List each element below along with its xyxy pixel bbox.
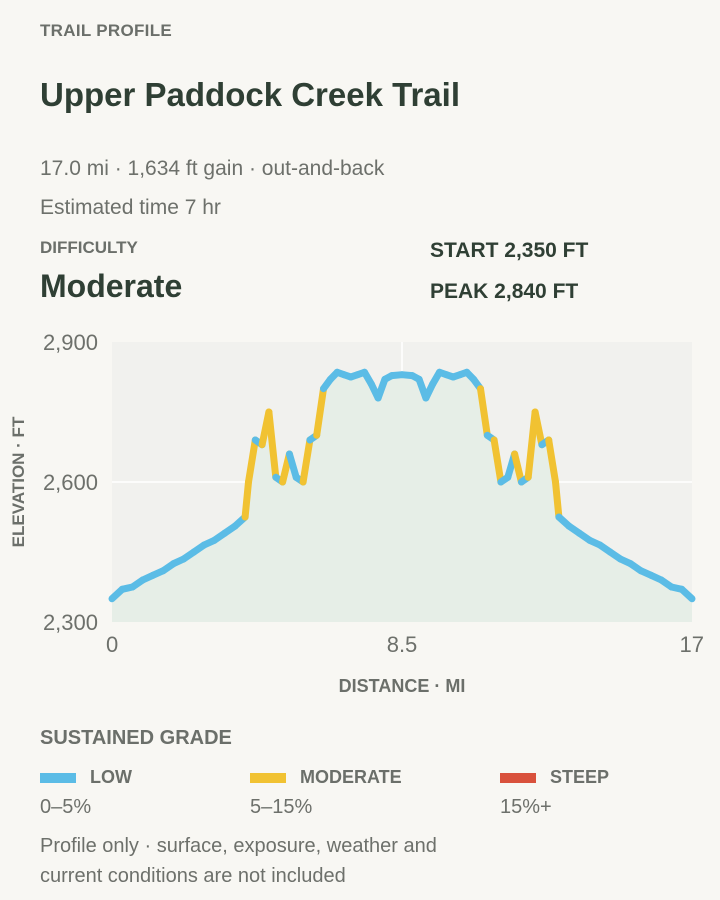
profile-segment — [531, 408, 546, 449]
profile-line — [108, 368, 696, 603]
elevation-area — [112, 372, 692, 622]
profile-segment — [490, 436, 505, 486]
x-axis-ticks: 0 8.5 17 — [106, 632, 704, 657]
legend-swatch — [250, 772, 286, 783]
difficulty-label: DIFFICULTY — [40, 238, 138, 257]
profile-segment — [552, 478, 563, 521]
y-axis-ticks: 2,300 2,600 2,900 — [43, 330, 98, 635]
x-tick-label: 8.5 — [387, 632, 418, 657]
profile-segment — [678, 585, 696, 603]
estimated-time: Estimated time 7 hr — [40, 196, 221, 219]
legend-label: LOW — [90, 767, 132, 787]
profile-segment — [285, 450, 300, 481]
legend-item-moderate: MODERATE 5–15% — [250, 767, 402, 818]
start-elevation: START 2,350 FT — [430, 239, 589, 262]
legend-range: 0–5% — [40, 796, 92, 818]
profile-segment — [265, 408, 280, 481]
legend-range: 15%+ — [500, 796, 552, 818]
profile-segment — [241, 478, 252, 521]
profile-segment — [245, 436, 259, 486]
profile-segment — [477, 385, 491, 439]
trail-title: Upper Paddock Creek Trail — [40, 76, 460, 113]
y-tick-label: 2,300 — [43, 610, 98, 635]
x-tick-label: 0 — [106, 632, 118, 657]
legend-item-low: LOW 0–5% — [40, 767, 132, 818]
y-tick-label: 2,600 — [43, 470, 98, 495]
trail-stats: 17.0 mi · 1,634 ft gain · out-and-back — [40, 157, 385, 180]
legend-label: STEEP — [550, 767, 610, 787]
elevation-chart: 2,300 2,600 2,900 0 8.5 17 DISTANCE · MI ELE… — [9, 330, 704, 696]
legend-label: MODERATE — [300, 767, 402, 787]
y-axis-label: ELEVATION · FT — [9, 416, 28, 547]
x-tick-label: 17 — [680, 632, 704, 657]
legend-title: SUSTAINED GRADE — [40, 727, 232, 749]
legend-swatch — [500, 772, 536, 783]
legend-range: 5–15% — [250, 796, 313, 818]
profile-segment — [313, 385, 327, 439]
x-axis-label: DISTANCE · MI — [339, 676, 466, 696]
y-tick-label: 2,900 — [43, 330, 98, 355]
profile-segment — [511, 450, 525, 486]
section-eyebrow: TRAIL PROFILE — [40, 21, 173, 40]
peak-elevation: PEAK 2,840 FT — [430, 280, 579, 303]
disclaimer-note: Profile only · surface, exposure, weathe… — [40, 835, 437, 887]
difficulty-value: Moderate — [40, 268, 183, 304]
profile-segment — [299, 436, 314, 486]
legend-swatch — [40, 772, 76, 783]
profile-segment — [545, 436, 559, 486]
legend-item-steep: STEEP 15%+ — [500, 767, 610, 818]
